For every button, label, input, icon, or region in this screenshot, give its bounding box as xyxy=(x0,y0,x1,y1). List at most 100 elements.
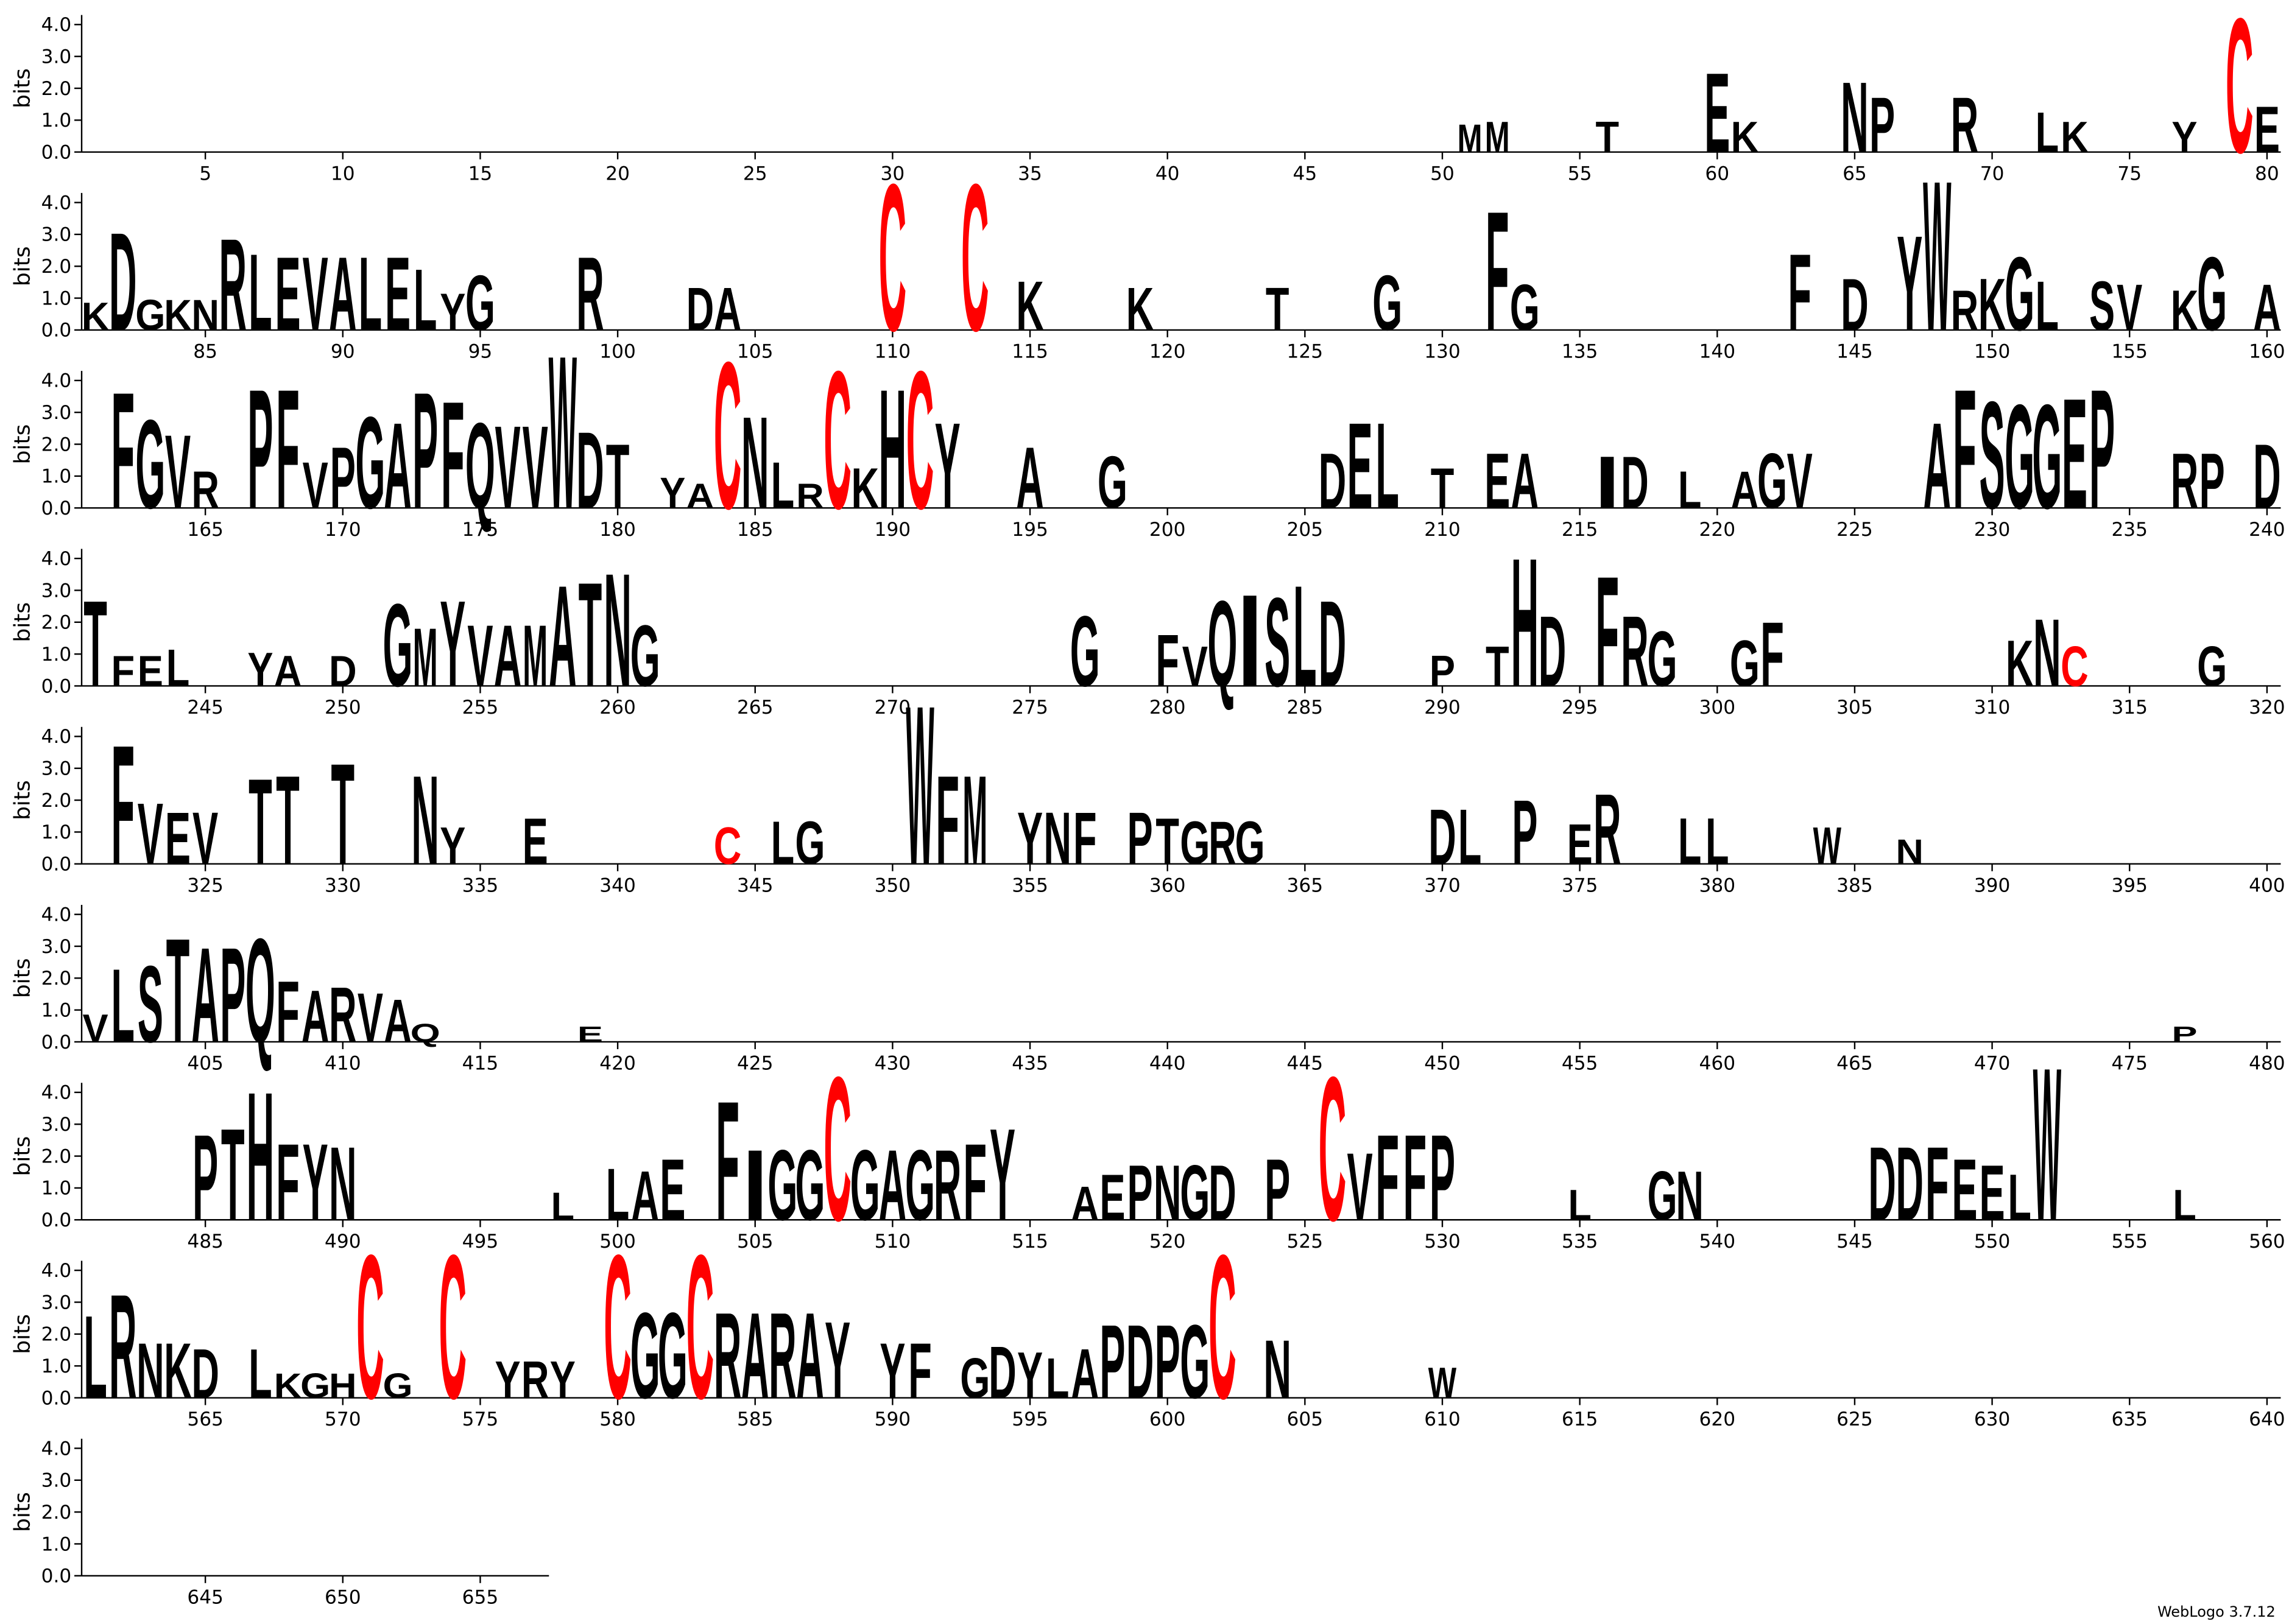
logo-letter: V xyxy=(138,785,163,883)
logo-letter: D xyxy=(1319,437,1347,525)
x-tick-label: 480 xyxy=(2249,1053,2285,1075)
x-tick-label: 215 xyxy=(1562,519,1598,541)
y-axis-label: bits xyxy=(10,1492,35,1532)
x-tick-label: 95 xyxy=(468,341,493,363)
logo-letter: P xyxy=(1127,1148,1152,1237)
logo-row: bits 0.0 1.0 2.0 3.0 4.0 405 410 415 420 425 430 435… xyxy=(10,904,2285,1074)
logo-letter: F xyxy=(716,1066,739,1257)
x-tick-label: 615 xyxy=(1562,1408,1598,1430)
x-tick-label: 280 xyxy=(1149,697,1186,719)
x-tick-label: 130 xyxy=(1424,341,1461,363)
logo-letter: R xyxy=(2171,437,2199,525)
logo-letter: G xyxy=(383,1366,412,1405)
logo-letter: F xyxy=(1375,1109,1399,1246)
logo-letter: E xyxy=(138,647,163,696)
logo-letter: P xyxy=(192,1109,218,1246)
logo-letter: W xyxy=(906,659,934,912)
x-tick-label: 245 xyxy=(187,697,224,719)
x-tick-label: 185 xyxy=(737,519,774,541)
logo-letter: N xyxy=(1676,1156,1704,1235)
logo-letter: A xyxy=(549,555,577,717)
logo-letter: L xyxy=(166,639,190,698)
x-tick-label: 55 xyxy=(1568,163,1592,185)
logo-letter: M xyxy=(523,607,548,705)
x-tick-label: 120 xyxy=(1149,341,1186,363)
x-tick-label: 455 xyxy=(1562,1053,1598,1075)
logo-letter: Y xyxy=(440,575,465,712)
logo-letter: R xyxy=(109,1264,137,1429)
x-tick-label: 240 xyxy=(2249,519,2285,541)
logo-row: bits 0.0 1.0 2.0 3.0 4.0 245 250 255 260 265 270 275… xyxy=(10,521,2285,725)
x-tick-label: 150 xyxy=(1974,341,2011,363)
logo-letter: T xyxy=(1486,634,1509,698)
x-tick-label: 365 xyxy=(1287,874,1324,896)
logo-letter: E xyxy=(1099,1161,1125,1234)
x-tick-label: 30 xyxy=(881,163,905,185)
logo-letter: G xyxy=(1757,437,1787,525)
x-tick-label: 625 xyxy=(1836,1408,1873,1430)
x-tick-label: 415 xyxy=(462,1053,499,1075)
logo-letter: G xyxy=(630,1287,660,1424)
x-tick-label: 270 xyxy=(875,697,911,719)
logo-letter: Y xyxy=(247,643,273,697)
logo-letter: D xyxy=(1539,596,1567,708)
logo-letter: V xyxy=(1787,437,1813,525)
logo-letter: G xyxy=(2005,236,2034,353)
logo-letter: A xyxy=(1071,1177,1099,1231)
logo-letter: F xyxy=(111,647,135,696)
x-tick-label: 370 xyxy=(1424,874,1461,896)
x-tick-label: 525 xyxy=(1287,1231,1324,1253)
logo-letter: V xyxy=(303,449,328,522)
logo-letter: G xyxy=(355,389,385,536)
y-tick-label: 2.0 xyxy=(41,256,72,278)
logo-letter: F xyxy=(1073,796,1097,880)
x-tick-label: 190 xyxy=(875,519,911,541)
logo-letter: D xyxy=(2253,426,2281,528)
x-tick-label: 380 xyxy=(1699,874,1736,896)
x-tick-label: 330 xyxy=(325,874,361,896)
logo-letter: A xyxy=(686,476,714,516)
logo-letter: N xyxy=(2033,600,2061,707)
y-tick-label: 3.0 xyxy=(41,46,72,68)
logo-letter: C xyxy=(2226,0,2254,194)
logo-letter: K xyxy=(164,291,192,340)
logo-letter: C xyxy=(714,319,742,553)
x-tick-label: 15 xyxy=(468,163,493,185)
x-tick-label: 535 xyxy=(1562,1231,1598,1253)
logo-letter: D xyxy=(1126,1304,1154,1420)
logo-letter: L xyxy=(1458,793,1482,881)
logo-letter: H xyxy=(879,354,907,545)
x-tick-label: 585 xyxy=(737,1408,774,1430)
logo-letter: E xyxy=(1704,49,1730,177)
logo-letter: G xyxy=(1510,270,1540,344)
logo-letter: F xyxy=(111,710,135,901)
logo-letter: N xyxy=(136,1327,164,1415)
x-tick-label: 450 xyxy=(1424,1053,1461,1075)
logo-letter: Y xyxy=(1897,208,1922,359)
x-tick-label: 470 xyxy=(1974,1053,2011,1075)
logo-letter: E xyxy=(1952,1141,1977,1239)
logo-letter: T xyxy=(1266,275,1289,343)
logo-letter: L xyxy=(2036,100,2059,164)
y-tick-label: 1.0 xyxy=(41,821,72,843)
x-tick-label: 620 xyxy=(1699,1408,1736,1430)
x-tick-label: 505 xyxy=(737,1231,774,1253)
logo-letter: F xyxy=(1925,1126,1949,1242)
logo-letter: L xyxy=(1375,397,1399,534)
x-tick-label: 135 xyxy=(1562,341,1598,363)
logo-letter: R xyxy=(219,211,247,359)
logo-letter: A xyxy=(631,1156,659,1235)
y-tick-label: 3.0 xyxy=(41,224,72,246)
y-tick-label: 0.0 xyxy=(41,854,72,876)
logo-letter: G xyxy=(2197,236,2227,353)
x-tick-label: 375 xyxy=(1562,874,1598,896)
logo-letter: P xyxy=(1264,1141,1290,1239)
x-tick-label: 555 xyxy=(2111,1231,2148,1253)
x-tick-label: 485 xyxy=(187,1231,224,1253)
logo-letter: A xyxy=(2253,270,2281,344)
logo-letter: H xyxy=(329,1366,357,1405)
logo-letter: M xyxy=(962,750,987,892)
logo-letter: C xyxy=(1208,1212,1236,1442)
